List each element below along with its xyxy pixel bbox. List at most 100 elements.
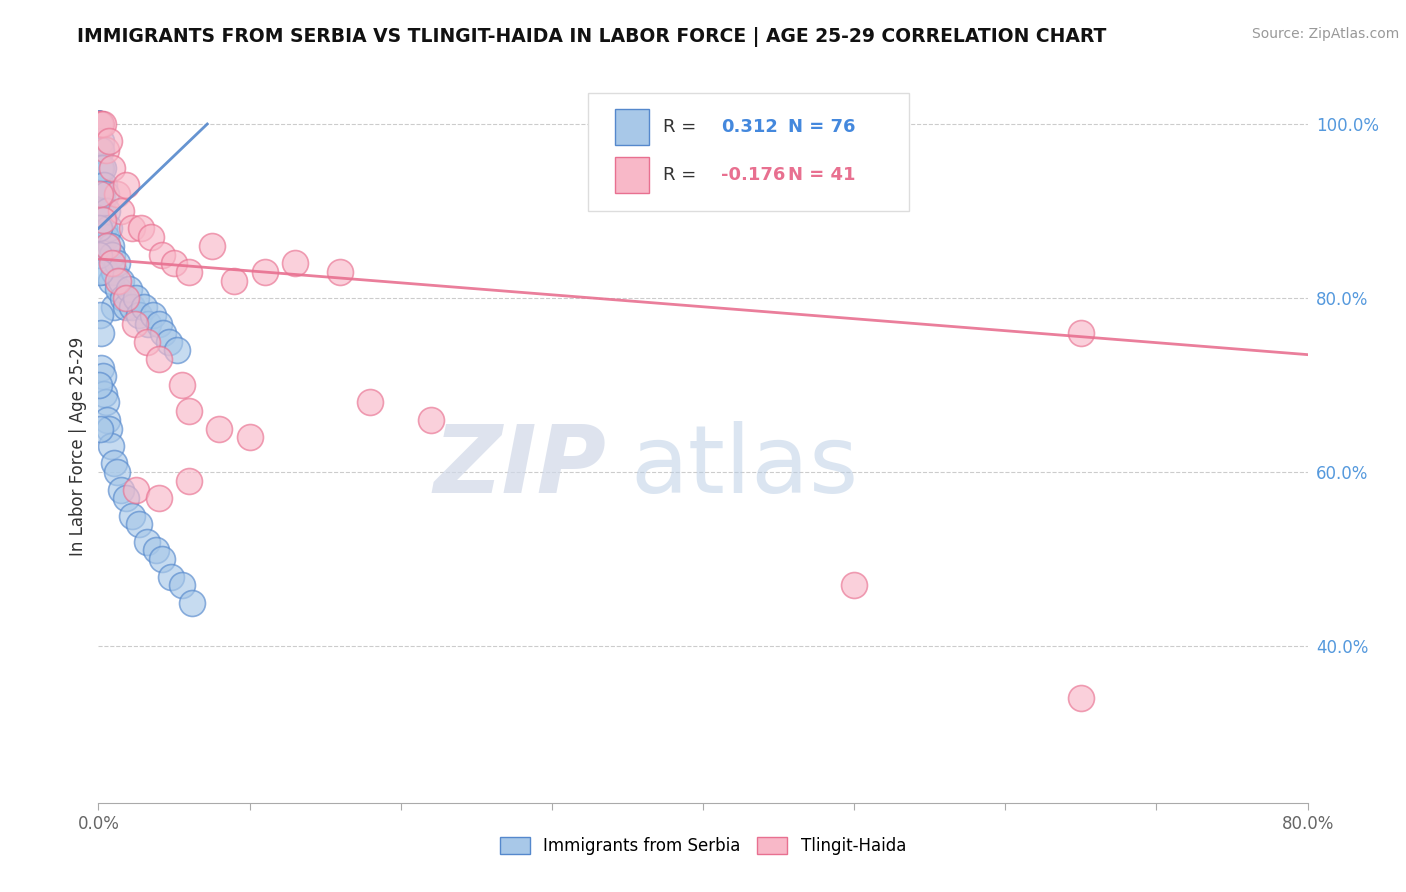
Point: [163, 256, 186, 270]
Point: [91, 369, 114, 384]
Point: [179, 474, 201, 488]
Point: [129, 221, 152, 235]
Text: N = 41: N = 41: [787, 166, 855, 184]
Point: [98, 421, 121, 435]
Point: [89, 421, 111, 435]
Point: [179, 265, 201, 279]
Point: [89, 117, 111, 131]
Point: [114, 178, 136, 192]
Point: [89, 309, 111, 323]
Point: [148, 317, 170, 331]
Point: [420, 413, 443, 427]
Point: [96, 239, 118, 253]
Point: [91, 230, 114, 244]
Point: [89, 117, 111, 131]
Point: [98, 135, 121, 149]
Point: [201, 239, 224, 253]
FancyBboxPatch shape: [614, 109, 648, 145]
Text: R =: R =: [664, 118, 702, 136]
Point: [152, 326, 174, 340]
Point: [90, 143, 112, 157]
Point: [224, 274, 246, 288]
Point: [105, 256, 128, 270]
Point: [124, 317, 146, 331]
Point: [94, 230, 117, 244]
Point: [93, 221, 115, 235]
Point: [89, 247, 111, 261]
Text: R =: R =: [664, 166, 702, 184]
Point: [101, 161, 124, 175]
Point: [107, 274, 129, 288]
Point: [100, 274, 122, 288]
Text: -0.176: -0.176: [721, 166, 786, 184]
Point: [329, 265, 352, 279]
Point: [89, 186, 111, 201]
Point: [128, 309, 150, 323]
Point: [89, 117, 111, 131]
Point: [90, 135, 112, 149]
Point: [135, 534, 157, 549]
Point: [89, 117, 111, 131]
Point: [91, 117, 114, 131]
Point: [150, 552, 173, 566]
Point: [1070, 691, 1092, 706]
Y-axis label: In Labor Force | Age 25-29: In Labor Force | Age 25-29: [69, 336, 87, 556]
Point: [89, 143, 111, 157]
Point: [107, 282, 129, 296]
Point: [96, 413, 118, 427]
Point: [125, 291, 148, 305]
Point: [160, 569, 183, 583]
Point: [91, 186, 114, 201]
Point: [111, 291, 134, 305]
Point: [148, 491, 170, 506]
Point: [121, 508, 143, 523]
Point: [253, 265, 276, 279]
Point: [110, 274, 132, 288]
Point: [114, 300, 136, 314]
Point: [166, 343, 188, 358]
Text: atlas: atlas: [630, 421, 859, 514]
Point: [142, 309, 165, 323]
Point: [94, 265, 117, 279]
Point: [125, 483, 148, 497]
Point: [121, 221, 143, 235]
Text: N = 76: N = 76: [787, 118, 855, 136]
Point: [103, 265, 125, 279]
Point: [89, 117, 111, 131]
Text: 0.312: 0.312: [721, 118, 778, 136]
Point: [141, 230, 163, 244]
Point: [1070, 326, 1092, 340]
Point: [121, 300, 143, 314]
Point: [93, 178, 115, 192]
Point: [89, 117, 111, 131]
Point: [96, 204, 118, 219]
Point: [110, 204, 132, 219]
Point: [114, 291, 136, 305]
Point: [360, 395, 382, 409]
Point: [89, 221, 111, 235]
Point: [132, 300, 155, 314]
Text: ZIP: ZIP: [433, 421, 606, 514]
Point: [90, 161, 112, 175]
Text: IMMIGRANTS FROM SERBIA VS TLINGIT-HAIDA IN LABOR FORCE | AGE 25-29 CORRELATION C: IMMIGRANTS FROM SERBIA VS TLINGIT-HAIDA …: [77, 27, 1107, 46]
Point: [90, 178, 112, 192]
Point: [89, 161, 111, 175]
Point: [170, 578, 193, 592]
Point: [105, 186, 128, 201]
Point: [90, 204, 112, 219]
Point: [179, 404, 201, 418]
Point: [94, 395, 117, 409]
Point: [89, 117, 111, 131]
Point: [101, 256, 124, 270]
Point: [208, 421, 231, 435]
Point: [181, 596, 204, 610]
Point: [128, 517, 150, 532]
Point: [103, 457, 125, 471]
Point: [94, 143, 117, 157]
FancyBboxPatch shape: [588, 93, 908, 211]
Point: [90, 117, 112, 131]
Point: [89, 117, 111, 131]
Point: [101, 247, 124, 261]
Point: [148, 351, 170, 366]
Point: [118, 282, 141, 296]
